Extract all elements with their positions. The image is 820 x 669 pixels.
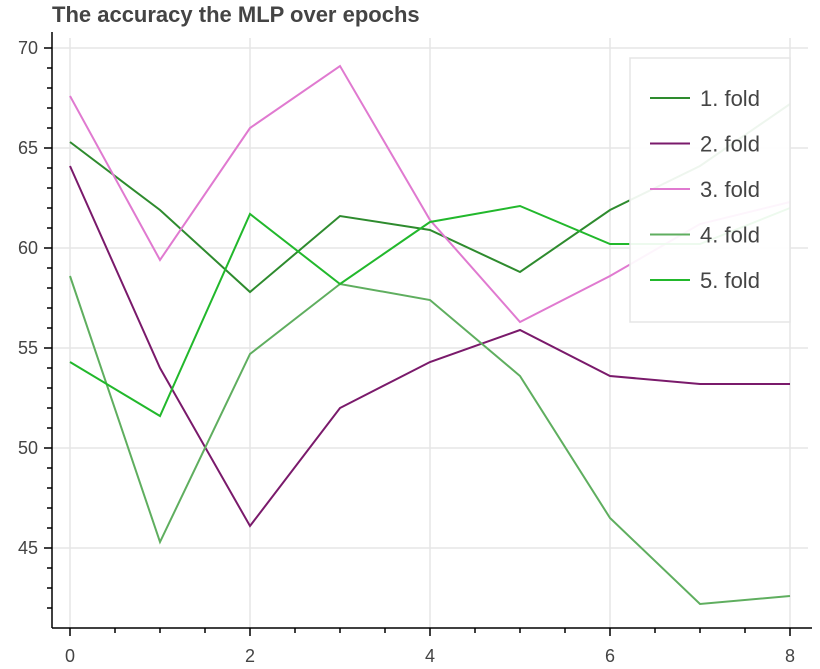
legend-label: 5. fold <box>700 268 760 293</box>
legend-label: 4. fold <box>700 223 760 248</box>
legend-label: 3. fold <box>700 177 760 202</box>
x-tick-label: 6 <box>605 646 615 666</box>
x-tick-label: 4 <box>425 646 435 666</box>
axes: 0 2 4 6 8 45 50 55 60 65 70 <box>18 32 812 666</box>
x-tick-label: 8 <box>785 646 795 666</box>
series-line <box>69 165 790 528</box>
series-line <box>69 275 791 606</box>
y-tick-label: 65 <box>18 138 38 158</box>
chart-title: The accuracy the MLP over epochs <box>52 2 420 27</box>
legend-label: 2. fold <box>700 132 760 157</box>
y-tick-label: 50 <box>18 438 38 458</box>
y-tick-label: 45 <box>18 538 38 558</box>
y-tick-label: 55 <box>18 338 38 358</box>
y-tick-label: 60 <box>18 238 38 258</box>
x-tick-label: 2 <box>245 646 255 666</box>
legend-label: 1. fold <box>700 86 760 111</box>
y-tick-label: 70 <box>18 38 38 58</box>
x-tick-label: 0 <box>65 646 75 666</box>
legend[interactable]: 1. fold 2. fold 3. fold 4. fold 5. fold <box>629 57 791 323</box>
